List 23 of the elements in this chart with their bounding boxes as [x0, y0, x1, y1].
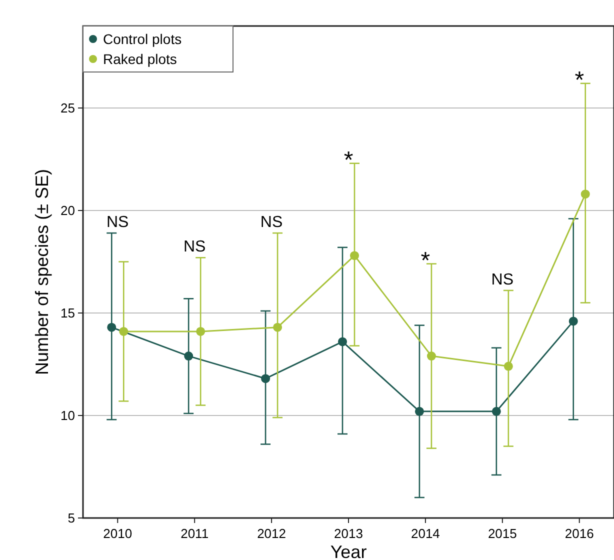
legend-label: Raked plots: [103, 50, 177, 67]
x-tick-label: 2011: [180, 526, 209, 541]
annotation: NS: [183, 238, 206, 256]
x-tick-label: 2010: [103, 526, 132, 541]
x-tick-label: 2014: [410, 526, 440, 541]
y-axis-title: Number of species (± SE): [32, 169, 52, 375]
y-tick-label: 5: [68, 510, 75, 526]
y-tick-label: 25: [60, 100, 75, 116]
x-tick-label: 2013: [334, 526, 363, 541]
legend-label: Control plots: [103, 30, 182, 47]
x-tick-label: 2015: [488, 526, 517, 541]
y-tick-label: 20: [60, 203, 75, 218]
x-tick-label: 2012: [257, 526, 286, 541]
annotation: *: [344, 147, 354, 174]
y-tick-label: 10: [60, 408, 75, 424]
annotation: *: [574, 67, 584, 94]
annotation: NS: [106, 214, 129, 232]
x-axis-title: Year: [330, 542, 367, 560]
annotation: *: [420, 248, 430, 275]
annotation: NS: [260, 214, 283, 232]
x-tick-label: 2016: [564, 526, 594, 541]
annotation: NS: [491, 271, 514, 288]
y-tick-label: 15: [60, 306, 75, 321]
